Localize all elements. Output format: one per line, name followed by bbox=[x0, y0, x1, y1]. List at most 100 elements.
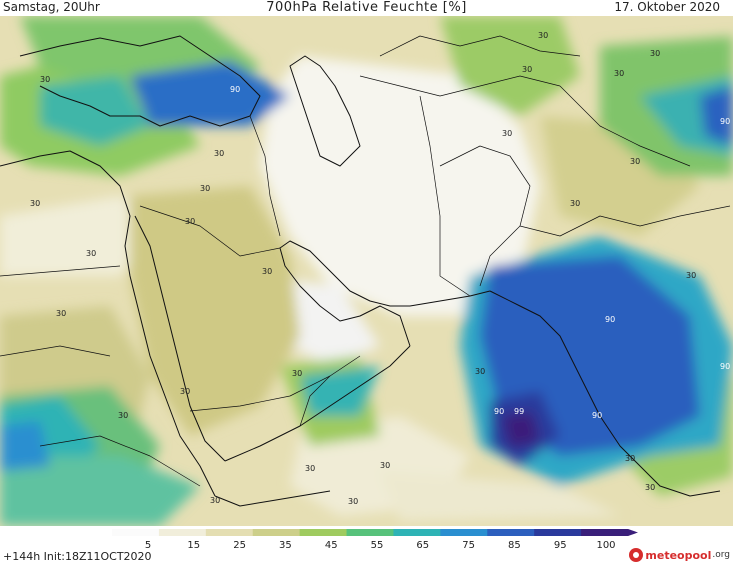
model-run-label: +144h Init:18Z11OCT2020 bbox=[3, 550, 152, 563]
contour-label: 30 bbox=[30, 199, 40, 208]
legend-tick-label: 65 bbox=[416, 540, 429, 550]
contour-label: 30 bbox=[200, 184, 210, 193]
map-title: 700hPa Relative Feuchte [%] bbox=[266, 0, 467, 15]
legend-arrow bbox=[628, 529, 638, 536]
dry-area-iran bbox=[260, 56, 540, 316]
legend-swatch bbox=[487, 529, 535, 536]
contour-label: 30 bbox=[56, 309, 66, 318]
contour-label: 30 bbox=[292, 369, 302, 378]
logo-tld: .org bbox=[712, 550, 730, 560]
legend-tick-label: 75 bbox=[462, 540, 475, 550]
legend-swatch bbox=[299, 529, 348, 536]
olive-arabia bbox=[130, 186, 300, 436]
color-legend: 5 15 25 35 45 55 65 75 85 95 100 bbox=[0, 526, 733, 566]
contour-label: 30 bbox=[650, 49, 660, 58]
border-iran-east bbox=[419, 95, 471, 297]
valid-date-label: 17. Oktober 2020 bbox=[614, 0, 720, 14]
legend-swatch bbox=[581, 529, 629, 536]
legend-tick-label: 15 bbox=[187, 540, 200, 550]
blue-west-edge bbox=[0, 421, 50, 471]
contour-label: 90 bbox=[230, 85, 240, 94]
coastline-arabia-south bbox=[224, 345, 411, 462]
border-saudi-south bbox=[189, 355, 361, 412]
contour-label: 30 bbox=[625, 454, 635, 463]
contour-label: 30 bbox=[630, 157, 640, 166]
legend-tick-label: 5 bbox=[145, 540, 151, 550]
blue-north-band bbox=[130, 61, 290, 126]
contour-label: 99 bbox=[514, 407, 524, 416]
legend-swatch bbox=[440, 529, 488, 536]
legend-tick-label: 100 bbox=[596, 540, 615, 550]
legend-swatch bbox=[112, 529, 160, 536]
legend-swatches bbox=[112, 529, 638, 536]
contour-label: 30 bbox=[210, 496, 220, 505]
meteopool-logo[interactable]: meteopool .org bbox=[629, 546, 730, 564]
contour-label: 90 bbox=[720, 117, 730, 126]
contour-label: 30 bbox=[522, 65, 532, 74]
contour-label: 90 bbox=[605, 315, 615, 324]
contour-label: 90 bbox=[592, 411, 602, 420]
blue-east-edge bbox=[700, 86, 733, 146]
contour-label: 90 bbox=[720, 362, 730, 371]
contour-label: 30 bbox=[645, 483, 655, 492]
legend-swatch bbox=[205, 529, 254, 536]
dry-band-northwest bbox=[0, 196, 170, 276]
dry-band-south bbox=[380, 471, 620, 521]
coastline-persian-gulf bbox=[279, 240, 491, 347]
teal-mediterranean bbox=[40, 76, 150, 146]
contour-label: 30 bbox=[380, 461, 390, 470]
border-afghanistan bbox=[439, 145, 531, 287]
contour-label: 90 bbox=[494, 407, 504, 416]
teal-socotra bbox=[300, 366, 380, 416]
contour-label: 30 bbox=[614, 69, 624, 78]
legend-tick-label: 25 bbox=[233, 540, 246, 550]
humidity-map: 30 90 30 30 30 30 30 30 30 30 30 30 30 3… bbox=[0, 16, 733, 526]
coastline-egypt-levant bbox=[0, 150, 216, 497]
meteopool-logo-icon bbox=[629, 548, 644, 562]
border-iran-west bbox=[249, 115, 281, 237]
contour-label: 30 bbox=[262, 267, 272, 276]
legend-swatch bbox=[534, 529, 582, 536]
contour-label: 30 bbox=[475, 367, 485, 376]
border-egypt-sudan bbox=[0, 265, 121, 277]
contour-label: 30 bbox=[86, 249, 96, 258]
border-china bbox=[559, 85, 691, 167]
contour-label: 30 bbox=[214, 149, 224, 158]
legend-tick-label: 35 bbox=[279, 540, 292, 550]
coastline-pakistan-india bbox=[489, 290, 721, 497]
legend-swatch bbox=[158, 529, 207, 536]
contour-label: 30 bbox=[118, 411, 128, 420]
coastlines-and-borders bbox=[0, 35, 731, 507]
legend-bar: 5 15 25 35 45 55 65 75 85 95 100 bbox=[112, 529, 638, 551]
border-sudan-south bbox=[0, 345, 111, 357]
coastline-arabia-west bbox=[134, 215, 226, 462]
teal-south bbox=[0, 456, 200, 526]
coastline-horn bbox=[214, 490, 331, 507]
legend-swatch bbox=[346, 529, 394, 536]
contour-label: 30 bbox=[538, 31, 548, 40]
contour-label: 30 bbox=[502, 129, 512, 138]
legend-swatch bbox=[393, 529, 441, 536]
contour-label: 30 bbox=[570, 199, 580, 208]
green-central-asia bbox=[440, 16, 580, 116]
border-india bbox=[519, 205, 731, 237]
map-header: Samstag, 20Uhr 700hPa Relative Feuchte [… bbox=[0, 0, 733, 16]
legend-swatch bbox=[252, 529, 301, 536]
humidity-field bbox=[0, 16, 733, 526]
contour-label: 30 bbox=[348, 497, 358, 506]
contour-label: 30 bbox=[185, 217, 195, 226]
contour-label: 30 bbox=[686, 271, 696, 280]
coastline-caspian bbox=[289, 55, 361, 167]
border-yemen-oman bbox=[299, 375, 331, 427]
contour-label: 30 bbox=[40, 75, 50, 84]
legend-ticks: 5 15 25 35 45 55 65 75 85 95 100 bbox=[145, 540, 616, 551]
darkest-core bbox=[502, 412, 540, 448]
contour-label: 30 bbox=[180, 387, 190, 396]
valid-time-label: Samstag, 20Uhr bbox=[3, 0, 100, 14]
border-saudi-north bbox=[139, 205, 281, 257]
border-kazakhstan bbox=[379, 35, 581, 57]
legend-tick-label: 55 bbox=[371, 540, 384, 550]
legend-tick-label: 85 bbox=[508, 540, 521, 550]
contour-label: 30 bbox=[305, 464, 315, 473]
legend-tick-label: 95 bbox=[554, 540, 567, 550]
